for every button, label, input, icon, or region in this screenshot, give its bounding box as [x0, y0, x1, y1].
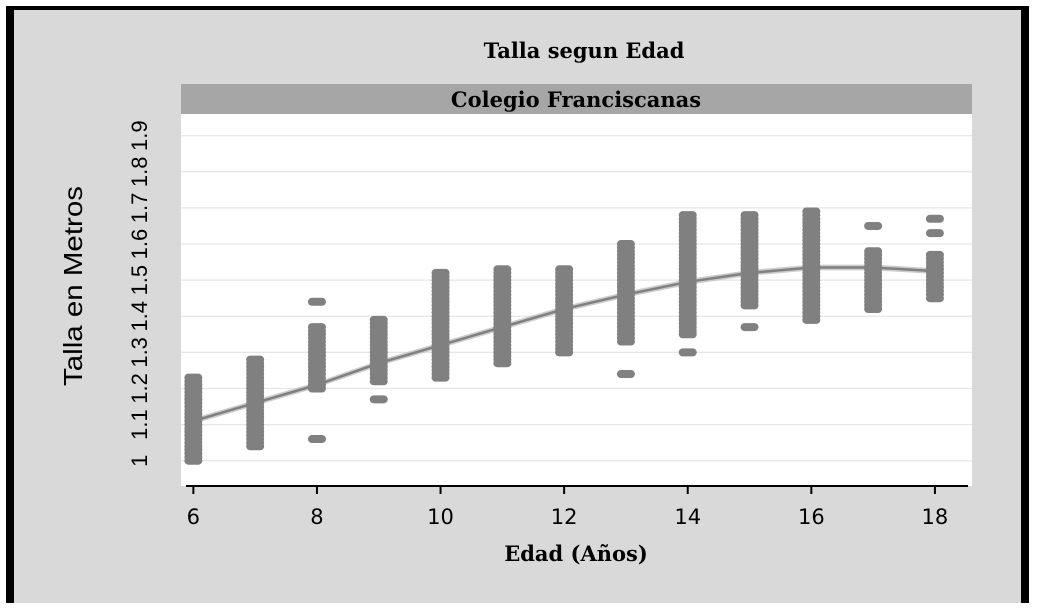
- data-point: [616, 240, 635, 249]
- x-axis-label: Edad (Años): [504, 541, 648, 566]
- y-tick-label: 1.2: [127, 373, 152, 404]
- y-tick-label: 1.6: [127, 229, 152, 260]
- x-tick-label: 6: [187, 505, 200, 529]
- data-point: [740, 211, 759, 220]
- data-point: [493, 265, 512, 274]
- smooth-line: [193, 266, 935, 423]
- x-tick-label: 8: [310, 505, 323, 529]
- data-point: [616, 370, 635, 379]
- y-tick-label: 1.3: [127, 337, 152, 368]
- x-tick-label: 14: [674, 505, 701, 529]
- x-tick-label: 10: [427, 505, 454, 529]
- data-point: [802, 207, 821, 216]
- data-point: [307, 323, 326, 332]
- smooth-curve: [193, 266, 935, 423]
- data-point: [369, 395, 388, 404]
- data-point: [678, 211, 697, 220]
- data-point: [678, 348, 697, 357]
- panel-strip: [181, 84, 972, 114]
- data-point: [555, 265, 574, 274]
- y-tick-label: 1.9: [127, 120, 152, 151]
- plot-area: [181, 114, 972, 486]
- y-axis-label: Talla en Metros: [58, 186, 88, 386]
- data-point: [864, 221, 883, 230]
- panel-label: Colegio Franciscanas: [451, 87, 701, 112]
- data-point: [740, 323, 759, 332]
- y-tick-label: 1.1: [127, 409, 152, 440]
- data-point: [431, 268, 450, 277]
- x-axis-ticks: 6 8 10 12 14 16 18: [187, 486, 949, 529]
- data-point: [307, 435, 326, 444]
- x-tick-label: 12: [551, 505, 578, 529]
- data-point: [864, 247, 883, 256]
- y-tick-label: 1.4: [127, 301, 152, 332]
- data-point: [369, 315, 388, 324]
- data-point: [184, 373, 203, 382]
- y-tick-label: 1: [127, 455, 152, 467]
- y-axis-ticks: 1 1.1 1.2 1.3 1.4 1.5 1.6 1.7 1.8 1.9: [127, 120, 152, 466]
- data-point: [925, 229, 944, 238]
- y-tick-label: 1.8: [127, 156, 152, 187]
- data-point: [925, 214, 944, 223]
- x-tick-label: 16: [798, 505, 825, 529]
- data-point: [307, 297, 326, 306]
- chart-title: Talla segun Edad: [484, 38, 685, 63]
- x-tick-label: 18: [922, 505, 949, 529]
- y-tick-label: 1.5: [127, 265, 152, 296]
- data-point: [246, 355, 265, 364]
- y-tick-label: 1.7: [127, 193, 152, 224]
- data-point: [925, 250, 944, 259]
